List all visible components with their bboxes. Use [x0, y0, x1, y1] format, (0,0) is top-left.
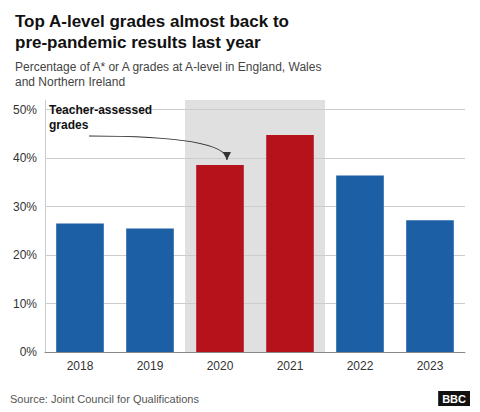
svg-text:pre-pandemic results last year: pre-pandemic results last year — [15, 33, 261, 52]
svg-text:10%: 10% — [13, 297, 37, 311]
svg-text:2019: 2019 — [137, 359, 164, 373]
svg-text:Percentage of A* or A grades a: Percentage of A* or A grades at A-level … — [15, 60, 321, 74]
svg-text:2020: 2020 — [207, 359, 234, 373]
svg-text:Teacher-assessed: Teacher-assessed — [49, 103, 152, 117]
svg-text:2022: 2022 — [347, 359, 374, 373]
svg-text:Source: Joint Council for Qual: Source: Joint Council for Qualifications — [10, 393, 199, 405]
svg-text:50%: 50% — [13, 103, 37, 117]
svg-text:2018: 2018 — [67, 359, 94, 373]
svg-text:grades: grades — [49, 118, 89, 132]
svg-text:40%: 40% — [13, 151, 37, 165]
svg-text:0%: 0% — [20, 345, 38, 359]
svg-text:20%: 20% — [13, 248, 37, 262]
svg-text:and Northern Ireland: and Northern Ireland — [15, 75, 125, 89]
svg-text:Top A-level grades almost back: Top A-level grades almost back to — [15, 12, 289, 31]
svg-text:30%: 30% — [13, 200, 37, 214]
svg-text:2023: 2023 — [417, 359, 444, 373]
svg-text:2021: 2021 — [277, 359, 304, 373]
svg-text:BBC: BBC — [442, 393, 466, 405]
